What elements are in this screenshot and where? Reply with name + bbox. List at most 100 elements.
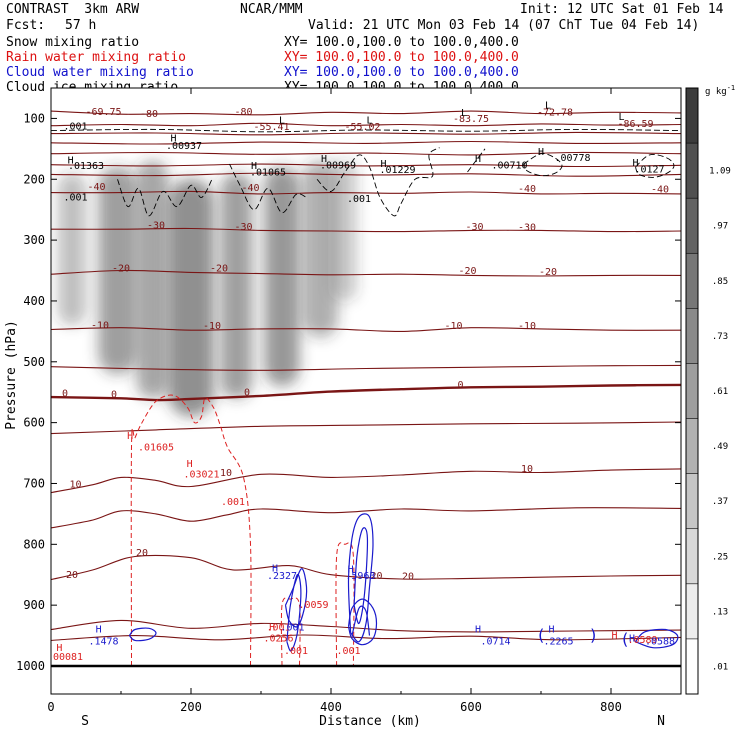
y-axis-label: Pressure (hPa) bbox=[4, 320, 19, 430]
cloud-water-extremum-3: H bbox=[475, 625, 481, 636]
rain-label-5: .001 bbox=[284, 646, 308, 657]
ice-label-4: .00969 bbox=[320, 160, 356, 171]
ice-contour-6 bbox=[635, 154, 675, 178]
colorbar-label-1: .13 bbox=[712, 607, 728, 617]
colorbar-label-9: 1.09 bbox=[709, 167, 731, 177]
rain-label-0: .01605 bbox=[138, 443, 174, 454]
colorbar-label-0: .01 bbox=[712, 663, 728, 673]
header-fcst-value: 57 h bbox=[65, 18, 97, 33]
isotherm-7 bbox=[51, 190, 681, 195]
colorbar-label-4: .49 bbox=[712, 442, 728, 452]
rain-label-4: .0256 bbox=[263, 634, 293, 645]
isotherm-label-26: 0 bbox=[244, 387, 250, 398]
ice-extremum-7: H bbox=[632, 158, 638, 169]
ice-label-8: .0127 bbox=[634, 165, 664, 176]
cloud-water-contour-4 bbox=[347, 598, 378, 646]
isotherm-label-5: -83.75 bbox=[453, 114, 489, 125]
cloud-water-contour-1 bbox=[286, 573, 302, 652]
cloud-water-extremum-1: H bbox=[272, 564, 278, 575]
y-tick-label-3: 400 bbox=[23, 294, 45, 308]
colorbar-segment-3 bbox=[686, 253, 698, 309]
cloud-water-extremum-0: H bbox=[96, 625, 102, 636]
plot-frame bbox=[50, 87, 682, 695]
colorbar-segment-9 bbox=[686, 583, 698, 640]
rain-label-3: .001 bbox=[266, 623, 290, 634]
isotherm-label-11: -40 bbox=[651, 185, 669, 196]
cloud-water-label-2: .5963 bbox=[345, 571, 375, 582]
y-tick-label-0: 100 bbox=[23, 111, 45, 125]
cloud-water-contour-7 bbox=[635, 628, 679, 649]
isotherm-label-7: -86.59 bbox=[617, 119, 653, 130]
rain-extremum-1: H bbox=[187, 459, 193, 470]
ice-label-6: .00710 bbox=[491, 160, 527, 171]
cloud-water-label-4: .0714 bbox=[480, 637, 510, 648]
x-tick-label-0: 0 bbox=[47, 700, 54, 714]
isotherm-5 bbox=[51, 163, 681, 168]
ice-label-9: .001 bbox=[63, 193, 87, 204]
field-xy-snow: XY= 100.0,100.0 to 100.0,400.0 bbox=[284, 35, 519, 50]
isotherm-2 bbox=[51, 131, 681, 136]
field-xy-rain: XY= 100.0,100.0 to 100.0,400.0 bbox=[284, 50, 519, 65]
isotherm-label-17: -20 bbox=[210, 264, 228, 275]
colorbar-frame bbox=[685, 87, 699, 695]
isotherm-15 bbox=[51, 507, 681, 529]
rain-label-9: .0589 bbox=[627, 635, 657, 646]
x-tick-label-3: 600 bbox=[460, 700, 482, 714]
ice-label-2: .01363 bbox=[68, 161, 104, 172]
isotherm-label-31: 20 bbox=[136, 548, 148, 559]
isotherm-17 bbox=[51, 619, 681, 633]
isotherm-label-22: -10 bbox=[444, 321, 462, 332]
rain-label-1: .03021 bbox=[183, 469, 219, 480]
isotherm-label-0: -69.75 bbox=[85, 107, 121, 118]
colorbar-segment-6 bbox=[686, 418, 698, 475]
isotherm-label-15: -30 bbox=[518, 222, 536, 233]
snow-plume-2 bbox=[136, 161, 169, 399]
isotherm-label-30: 10 bbox=[521, 464, 533, 475]
ice-contour-4 bbox=[467, 148, 486, 173]
snow-shading-layer bbox=[58, 161, 358, 417]
colorbar-segment-2 bbox=[686, 198, 698, 254]
colorbar-label-2: .25 bbox=[712, 552, 728, 562]
rain-label-2: .001 bbox=[221, 497, 245, 508]
ice-label-3: .01065 bbox=[250, 168, 286, 179]
isotherm-label-25: 0 bbox=[111, 390, 117, 401]
cloud-water-label-0: .1478 bbox=[88, 637, 118, 648]
ice-label-1: .00937 bbox=[166, 141, 202, 152]
cloud-water-label-3: .001 bbox=[280, 623, 304, 634]
ice-extremum-12: L bbox=[618, 112, 624, 123]
isotherm-1 bbox=[51, 122, 681, 127]
isotherm-label-1: -80 bbox=[140, 109, 158, 120]
colorbar-unit-text: g kg bbox=[705, 87, 727, 97]
ice-contour-0 bbox=[51, 128, 681, 133]
temperature-isotherms-layer bbox=[51, 110, 681, 641]
colorbar-label-8: .97 bbox=[712, 222, 728, 232]
rain-label-6: .001 bbox=[336, 646, 360, 657]
isotherm-0 bbox=[51, 110, 681, 116]
isotherm-label-32: 20 bbox=[66, 570, 78, 581]
ice-extremum-9: L bbox=[366, 115, 372, 126]
colorbar-label-3: .37 bbox=[712, 497, 728, 507]
cloud-water-bracket-1: ) bbox=[589, 625, 599, 644]
isotherm-3 bbox=[51, 140, 681, 145]
isotherm-label-9: -40 bbox=[241, 183, 259, 194]
isotherm-label-3: -55.41 bbox=[253, 122, 289, 133]
isotherm-label-12: -30 bbox=[147, 221, 165, 232]
rain-label-8: .00081 bbox=[47, 652, 83, 663]
rain-contour-0 bbox=[130, 394, 252, 667]
isotherm-11 bbox=[51, 364, 681, 371]
ice-contours-layer bbox=[51, 128, 681, 217]
contour-labels-layer: -69.75 -80 -80-55.41 -55.02-83.75-72.78-86.… bbox=[47, 101, 675, 663]
isotherm-label-4: -55.02 bbox=[344, 122, 380, 133]
ice-extremum-4: H bbox=[380, 159, 386, 170]
isotherm-14 bbox=[51, 468, 681, 494]
x-tick-label-2: 400 bbox=[320, 700, 342, 714]
ice-label-7: .00778 bbox=[554, 153, 590, 164]
colorbar: .01 .13 .25 .37 .49 .61 .73 .85 .97 1.09 bbox=[685, 87, 731, 695]
ice-contour-2 bbox=[229, 163, 307, 214]
north-label: N bbox=[657, 714, 665, 729]
isotherm-label-20: -10 bbox=[91, 320, 109, 331]
ice-extremum-2: H bbox=[251, 161, 257, 172]
snow-plume-5 bbox=[264, 167, 300, 387]
ice-extremum-8: L bbox=[279, 115, 285, 126]
rain-extremum-4: H bbox=[611, 631, 617, 642]
